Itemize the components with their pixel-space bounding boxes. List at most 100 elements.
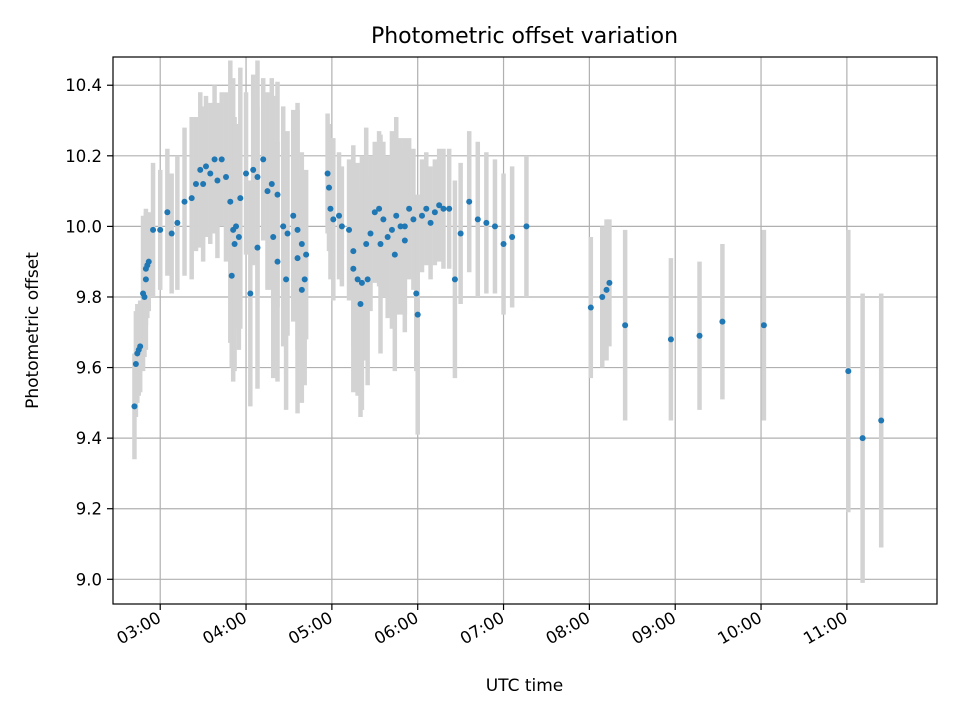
y-tick-label: 9.2 bbox=[76, 500, 102, 519]
y-axis-label: Photometric offset bbox=[23, 252, 43, 409]
data-point bbox=[667, 336, 674, 343]
y-tick-label: 10.0 bbox=[65, 217, 102, 236]
data-point bbox=[500, 241, 507, 248]
data-point bbox=[157, 226, 164, 233]
data-point bbox=[367, 230, 374, 237]
data-point bbox=[188, 195, 195, 202]
data-point bbox=[603, 286, 610, 293]
data-point bbox=[290, 212, 297, 219]
data-point bbox=[377, 241, 384, 248]
plot-frame bbox=[112, 56, 938, 605]
y-tick-label: 9.6 bbox=[76, 359, 102, 378]
data-point bbox=[401, 237, 408, 244]
data-point bbox=[284, 230, 291, 237]
data-point bbox=[200, 181, 207, 188]
y-tick-label: 10.4 bbox=[65, 76, 102, 95]
data-point bbox=[457, 230, 464, 237]
data-point bbox=[274, 258, 281, 265]
data-point bbox=[436, 202, 443, 209]
data-point bbox=[132, 361, 139, 368]
data-point bbox=[451, 276, 458, 283]
data-point bbox=[446, 205, 453, 212]
data-point bbox=[388, 226, 395, 233]
data-point bbox=[327, 205, 334, 212]
data-point bbox=[218, 156, 225, 163]
data-point bbox=[357, 301, 364, 308]
data-point bbox=[283, 276, 290, 283]
data-point bbox=[202, 163, 209, 170]
data-point bbox=[223, 173, 230, 180]
data-point bbox=[330, 216, 337, 223]
data-points bbox=[131, 156, 885, 442]
data-point bbox=[350, 265, 357, 272]
y-tick-label: 10.2 bbox=[65, 147, 102, 166]
data-point bbox=[338, 223, 345, 230]
y-tick-label: 9.4 bbox=[76, 429, 102, 448]
data-point bbox=[427, 219, 434, 226]
data-point bbox=[150, 226, 157, 233]
data-point bbox=[371, 209, 378, 216]
data-point bbox=[523, 223, 530, 230]
data-point bbox=[211, 156, 218, 163]
data-point bbox=[606, 279, 613, 286]
data-point bbox=[354, 276, 361, 283]
data-point bbox=[599, 293, 606, 300]
data-point bbox=[270, 233, 277, 240]
data-point bbox=[243, 170, 250, 177]
y-tick-label: 9.8 bbox=[76, 288, 102, 307]
data-point bbox=[622, 322, 629, 329]
data-point bbox=[164, 209, 171, 216]
data-point bbox=[380, 216, 387, 223]
data-point bbox=[214, 177, 221, 184]
data-point bbox=[414, 311, 421, 318]
data-point bbox=[168, 230, 175, 237]
data-point bbox=[294, 255, 301, 262]
data-point bbox=[350, 248, 357, 255]
data-point bbox=[483, 219, 490, 226]
data-point bbox=[274, 191, 281, 198]
data-point bbox=[364, 276, 371, 283]
x-axis-label: UTC time bbox=[486, 676, 564, 696]
data-point bbox=[264, 188, 271, 195]
data-point bbox=[303, 251, 310, 258]
data-point bbox=[440, 205, 447, 212]
data-point bbox=[254, 244, 261, 251]
data-point bbox=[228, 272, 235, 279]
data-point bbox=[474, 216, 481, 223]
data-point bbox=[391, 251, 398, 258]
data-point bbox=[294, 226, 301, 233]
data-point bbox=[227, 198, 234, 205]
data-point bbox=[719, 318, 726, 325]
data-point bbox=[137, 343, 144, 350]
data-point bbox=[423, 205, 430, 212]
data-point bbox=[509, 233, 516, 240]
data-point bbox=[247, 290, 254, 297]
data-point bbox=[760, 322, 767, 329]
data-point bbox=[878, 417, 885, 424]
y-tick-label: 9.0 bbox=[76, 570, 102, 589]
chart-title: Photometric offset variation bbox=[371, 24, 678, 49]
data-point bbox=[142, 276, 149, 283]
data-point bbox=[696, 332, 703, 339]
data-point bbox=[260, 156, 267, 163]
data-point bbox=[235, 233, 242, 240]
data-point bbox=[384, 233, 391, 240]
data-point bbox=[326, 184, 333, 191]
data-point bbox=[280, 223, 287, 230]
data-point bbox=[181, 198, 188, 205]
data-point bbox=[401, 223, 408, 230]
data-point bbox=[406, 205, 413, 212]
y-axis-ticks: 9.0 9.2 9.4 9.6 9.8 10.0 10.2 10.4 bbox=[65, 76, 113, 589]
data-point bbox=[298, 286, 305, 293]
data-point bbox=[141, 293, 148, 300]
data-point bbox=[491, 223, 498, 230]
data-point bbox=[207, 170, 214, 177]
data-point bbox=[397, 223, 404, 230]
data-point bbox=[254, 173, 261, 180]
data-point bbox=[131, 403, 138, 410]
data-point bbox=[250, 166, 257, 173]
data-point bbox=[413, 290, 420, 297]
data-point bbox=[233, 223, 240, 230]
data-point bbox=[419, 212, 425, 219]
